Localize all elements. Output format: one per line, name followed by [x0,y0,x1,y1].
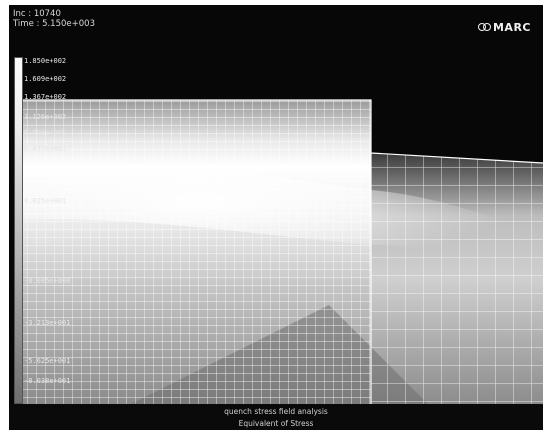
legend-color-bar [14,57,23,404]
job-title: quench stress field analysis [224,407,328,416]
body-outline [17,99,543,405]
legend-label: 8.850e+001 [24,129,67,137]
contour-plot [17,99,543,405]
increment-info: Inc : 10740 Time : 5.150e+003 [13,9,95,29]
legend-label: 4.025e+001 [24,197,67,205]
marc-logo: MARC [477,21,531,34]
mesh-grid-right [371,153,543,405]
marc-logo-text: MARC [492,21,531,34]
legend-label: 6.437e+001 [24,145,67,153]
fem-viewport[interactable]: Inc : 10740 Time : 5.150e+003 MARC 1.850… [9,5,543,430]
mesh-grid-left [17,100,371,405]
legend-label: -5.625e+001 [24,357,71,365]
legend-label: 1.367e+002 [24,93,67,101]
legend-label: 1.612e+001 [24,237,67,245]
increment-label: Inc : 10740 [13,9,61,19]
legend-label: -3.213e+001 [24,319,71,327]
time-label: Time : 5.150e+003 [13,19,95,29]
legend-label: -8.005e+000 [24,277,71,285]
result-label: Equivalent of Stress [238,419,314,428]
viewport-footer: quench stress field analysis Equivalent … [9,404,543,430]
legend-label: -8.038e+001 [24,377,71,385]
legend-label: 1.850e+002 [24,57,67,65]
legend-label: 1.126e+002 [24,113,67,121]
marc-logo-icon [477,22,491,32]
legend-label: 1.609e+002 [24,75,67,83]
